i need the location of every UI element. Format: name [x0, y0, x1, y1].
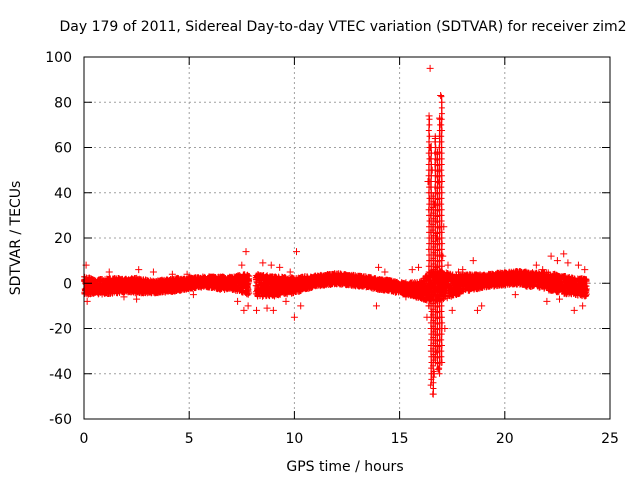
chart-title: Day 179 of 2011, Sidereal Day-to-day VTE…	[60, 19, 627, 35]
data-points	[81, 64, 590, 398]
grid-lines	[84, 57, 610, 419]
